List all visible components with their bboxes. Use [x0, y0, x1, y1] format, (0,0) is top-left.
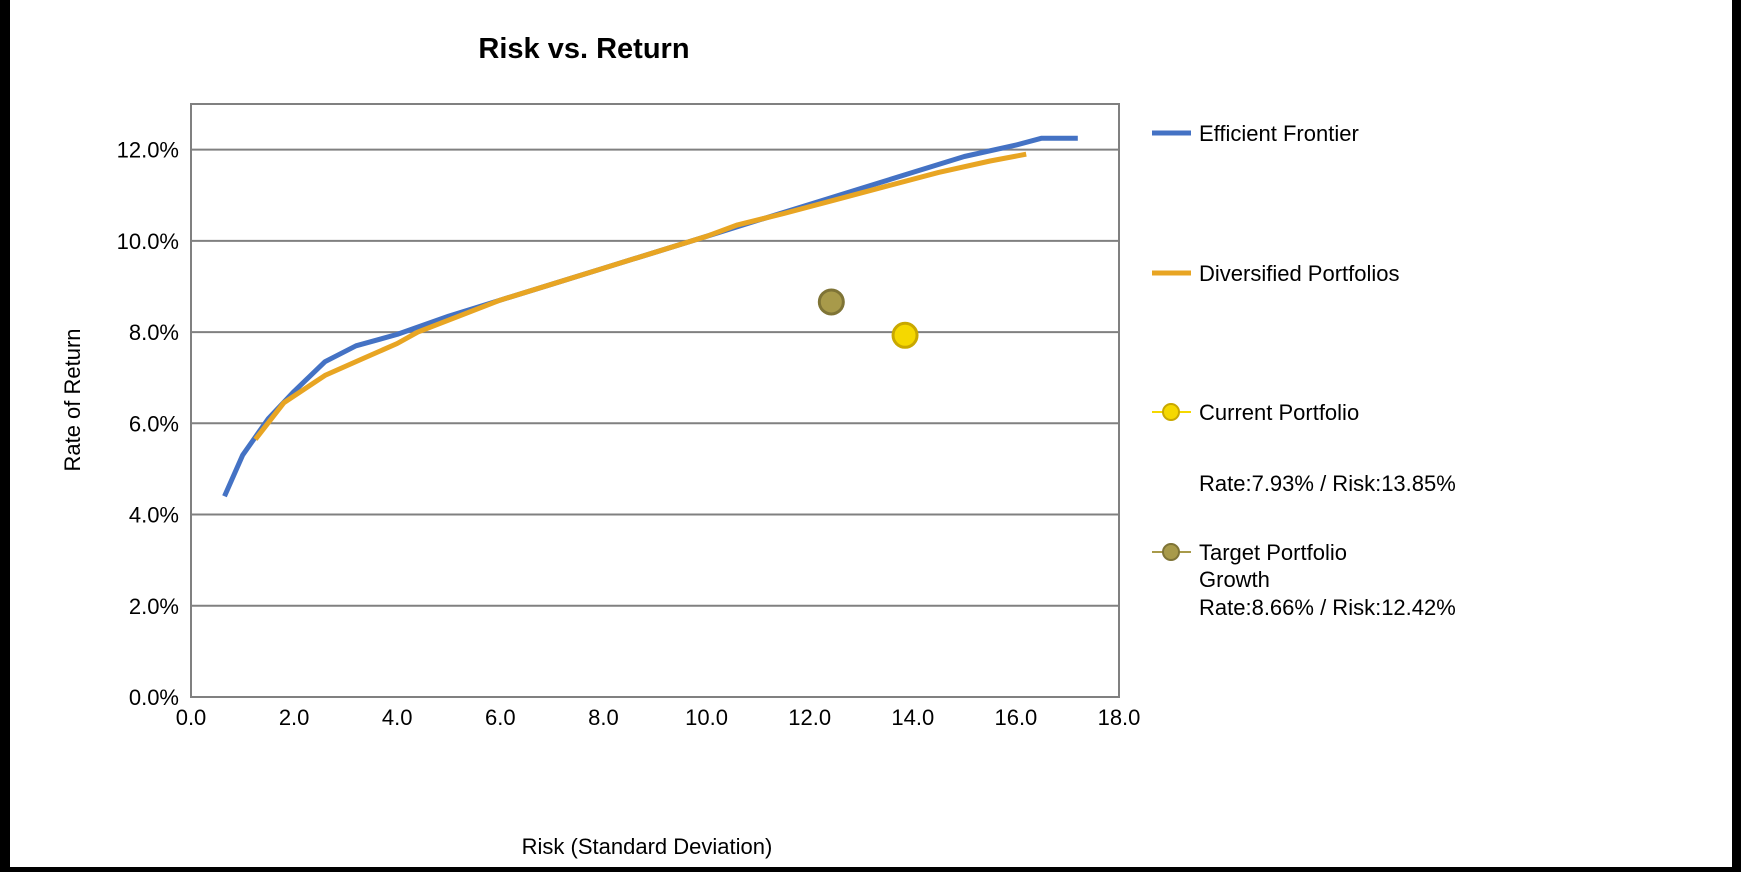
- x-axis-title: Risk (Standard Deviation): [522, 834, 773, 859]
- x-tick-label: 10.0: [685, 705, 728, 730]
- legend-label-target-portfolio-line2: Growth: [1199, 567, 1270, 592]
- legend-label-target-portfolio: Target Portfolio: [1199, 540, 1347, 565]
- y-tick-label: 8.0%: [129, 320, 179, 345]
- y-axis-ticks: 0.0% 2.0% 4.0% 6.0% 8.0% 10.0% 12.0%: [117, 138, 179, 710]
- y-tick-label: 2.0%: [129, 594, 179, 619]
- legend-swatch-marker-target-portfolio: [1162, 543, 1180, 561]
- risk-return-chart: Risk vs. Return 0.0 2.0 4.0 6.0 8.0 10.0 12.0 1…: [60, 33, 1456, 859]
- y-tick-label: 6.0%: [129, 411, 179, 436]
- series-points: [817, 288, 919, 349]
- y-axis-title: Rate of Return: [60, 328, 85, 471]
- x-tick-label: 12.0: [788, 705, 831, 730]
- data-point-target-portfolio: [817, 288, 845, 316]
- legend-item-diversified-portfolios: Diversified Portfolios: [1152, 261, 1400, 286]
- legend-detail-current-portfolio: Rate:7.93% / Risk:13.85%: [1199, 471, 1456, 496]
- data-point-current-portfolio: [891, 321, 919, 349]
- legend-label-current-portfolio: Current Portfolio: [1199, 400, 1359, 425]
- gridlines: [191, 148, 1119, 607]
- legend-item-current-portfolio: Current Portfolio Rate:7.93% / Risk:13.8…: [1152, 400, 1456, 496]
- x-tick-label: 8.0: [588, 705, 619, 730]
- legend-label-efficient-frontier: Efficient Frontier: [1199, 121, 1359, 146]
- x-tick-label: 16.0: [994, 705, 1037, 730]
- x-tick-label: 18.0: [1098, 705, 1141, 730]
- chart-title: Risk vs. Return: [478, 33, 689, 65]
- legend: Efficient Frontier Diversified Portfolio…: [1152, 121, 1456, 620]
- y-tick-label: 4.0%: [129, 503, 179, 528]
- y-tick-label: 12.0%: [117, 138, 179, 163]
- legend-swatch-marker-current-portfolio: [1162, 403, 1180, 421]
- series-line-diversified-portfolios: [253, 151, 1027, 441]
- x-tick-label: 14.0: [891, 705, 934, 730]
- x-tick-label: 0.0: [176, 705, 207, 730]
- x-tick-label: 4.0: [382, 705, 413, 730]
- legend-item-efficient-frontier: Efficient Frontier: [1152, 121, 1359, 146]
- x-axis-ticks: 0.0 2.0 4.0 6.0 8.0 10.0 12.0 14.0 16.0 18.0: [176, 705, 1141, 730]
- legend-detail-target-portfolio: Rate:8.66% / Risk:12.42%: [1199, 595, 1456, 620]
- legend-item-target-portfolio: Target Portfolio Growth Rate:8.66% / Ris…: [1152, 540, 1456, 620]
- y-tick-label: 0.0%: [129, 685, 179, 710]
- series-lines: [222, 135, 1078, 498]
- legend-label-diversified-portfolios: Diversified Portfolios: [1199, 261, 1400, 286]
- x-tick-label: 6.0: [485, 705, 516, 730]
- plot-area-border: [190, 103, 1120, 698]
- x-tick-label: 2.0: [279, 705, 310, 730]
- series-line-efficient-frontier: [222, 135, 1078, 498]
- y-tick-label: 10.0%: [117, 229, 179, 254]
- chart-panel: Risk vs. Return 0.0 2.0 4.0 6.0 8.0 10.0 12.0 1…: [10, 0, 1732, 867]
